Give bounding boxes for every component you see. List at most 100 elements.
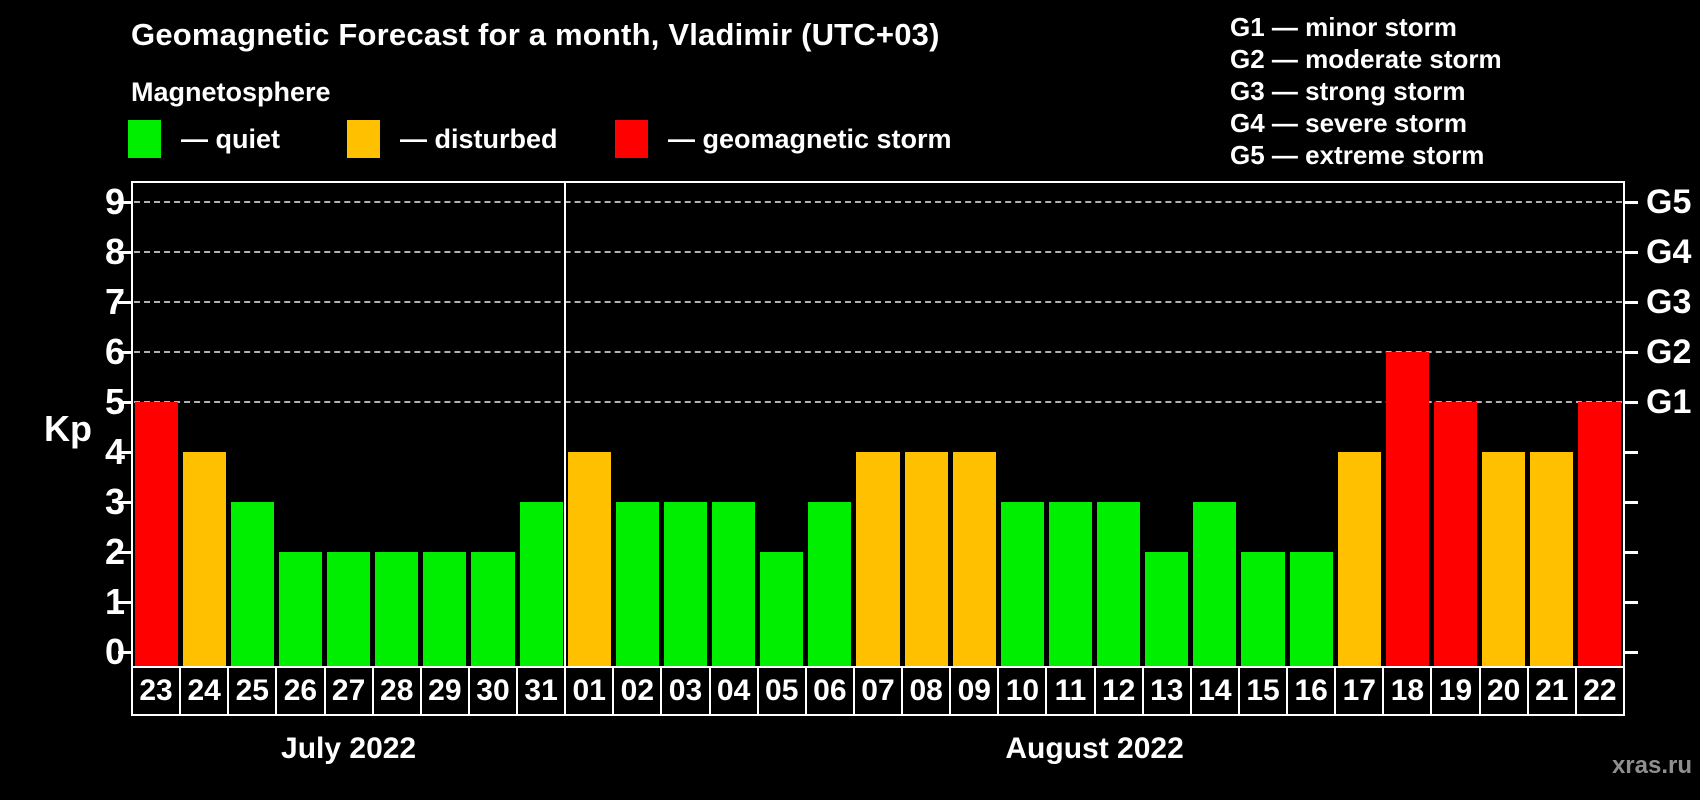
magnetosphere-label: Magnetosphere: [131, 77, 331, 107]
kp-bar-12: [1097, 502, 1141, 666]
kp-bar-08: [904, 452, 948, 666]
kp-bar-02: [615, 502, 659, 666]
date-cell-26: 26: [275, 666, 326, 716]
kp-bar-24: [182, 452, 226, 666]
plot-border-right: [1623, 181, 1625, 666]
date-cell-15: 15: [1237, 666, 1289, 716]
y-tick-left-5: [118, 401, 131, 404]
gridline-kp5: [134, 401, 1622, 403]
g-scale-label-G2: G2: [1646, 333, 1692, 371]
date-cell-31: 31: [516, 666, 567, 716]
date-cell-19: 19: [1430, 666, 1481, 716]
date-cell-23: 23: [131, 666, 182, 716]
date-cell-17: 17: [1334, 666, 1385, 716]
kp-bar-15: [1241, 552, 1285, 666]
kp-bar-30: [471, 552, 515, 666]
plot-border-left: [131, 181, 133, 666]
y-tick-left-9: [118, 201, 131, 204]
storm-scale-g4: G4 — severe storm: [1230, 108, 1468, 138]
date-cell-13: 13: [1141, 666, 1192, 716]
kp-bar-19: [1433, 402, 1478, 666]
gridline-kp6: [134, 351, 1622, 353]
date-cell-24: 24: [179, 666, 230, 716]
date-cell-10: 10: [997, 666, 1048, 716]
kp-bar-29: [423, 552, 467, 666]
date-cell-20: 20: [1478, 666, 1529, 716]
y-tick-right-9: [1625, 201, 1638, 204]
kp-bar-21: [1530, 452, 1574, 666]
storm-scale-g2: G2 — moderate storm: [1230, 44, 1502, 74]
watermark: xras.ru: [1611, 752, 1692, 779]
date-cell-09: 09: [949, 666, 1000, 716]
y-tick-label-1: 1: [104, 581, 125, 622]
disturbed-legend-label: — disturbed: [400, 124, 558, 154]
kp-bar-31: [519, 502, 563, 666]
date-cell-03: 03: [660, 666, 711, 716]
y-tick-left-0: [118, 651, 131, 654]
kp-bar-20: [1482, 452, 1526, 666]
y-tick-right-2: [1625, 551, 1638, 554]
y-tick-left-1: [118, 601, 131, 604]
y-tick-left-2: [118, 551, 131, 554]
disturbed-swatch: [347, 120, 380, 158]
y-tick-label-6: 6: [104, 331, 125, 372]
storm-swatch: [615, 120, 648, 158]
y-tick-label-5: 5: [104, 381, 125, 422]
gridline-kp8: [134, 251, 1622, 253]
g-scale-label-G1: G1: [1646, 383, 1692, 421]
y-tick-right-4: [1625, 451, 1638, 454]
quiet-swatch: [128, 120, 161, 158]
date-cell-28: 28: [371, 666, 422, 716]
date-cell-01: 01: [564, 666, 615, 716]
date-cell-29: 29: [419, 666, 470, 716]
storm-scale-g3: G3 — strong storm: [1230, 76, 1466, 106]
month-label-1: August 2022: [1005, 732, 1184, 765]
date-cell-06: 06: [804, 666, 855, 716]
kp-bar-28: [375, 552, 419, 666]
y-tick-left-4: [118, 451, 131, 454]
kp-bar-26: [278, 552, 322, 666]
kp-bar-10: [1000, 502, 1044, 666]
date-cell-27: 27: [323, 666, 374, 716]
kp-bar-17: [1337, 452, 1381, 666]
kp-bar-22: [1578, 402, 1622, 666]
kp-bar-14: [1193, 502, 1237, 666]
date-cell-22: 22: [1574, 666, 1625, 716]
date-cell-25: 25: [227, 666, 278, 716]
date-cell-07: 07: [852, 666, 904, 716]
y-tick-right-6: [1625, 351, 1638, 354]
date-cell-04: 04: [708, 666, 759, 716]
y-tick-label-7: 7: [104, 281, 125, 322]
gridline-kp7: [134, 301, 1622, 303]
date-cell-18: 18: [1382, 666, 1433, 716]
y-tick-label-2: 2: [104, 531, 125, 572]
g-scale-label-G3: G3: [1646, 283, 1692, 321]
date-cell-08: 08: [901, 666, 952, 716]
kp-bar-06: [808, 502, 852, 666]
date-cell-11: 11: [1045, 666, 1096, 716]
storm-scale-g1: G1 — minor storm: [1230, 12, 1457, 42]
y-tick-right-0: [1625, 651, 1638, 654]
kp-bar-11: [1048, 502, 1093, 666]
date-cell-05: 05: [756, 666, 807, 716]
y-tick-label-0: 0: [104, 631, 125, 672]
kp-bar-23: [134, 402, 178, 666]
y-tick-right-5: [1625, 401, 1638, 404]
month-label-0: July 2022: [281, 732, 417, 765]
quiet-legend-label: — quiet: [181, 124, 280, 154]
date-cell-16: 16: [1286, 666, 1337, 716]
g-scale-label-G5: G5: [1646, 183, 1692, 221]
y-axis-title: Kp: [44, 408, 92, 449]
y-tick-right-3: [1625, 501, 1638, 504]
kp-bar-07: [856, 452, 900, 666]
y-tick-right-1: [1625, 601, 1638, 604]
date-cell-02: 02: [612, 666, 663, 716]
y-tick-label-9: 9: [104, 181, 125, 222]
kp-bar-04: [712, 502, 756, 666]
storm-scale-g5: G5 — extreme storm: [1230, 140, 1485, 170]
gridline-kp9: [134, 201, 1622, 203]
date-cell-14: 14: [1189, 666, 1240, 716]
kp-bar-13: [1145, 552, 1189, 666]
kp-bar-16: [1289, 552, 1333, 666]
